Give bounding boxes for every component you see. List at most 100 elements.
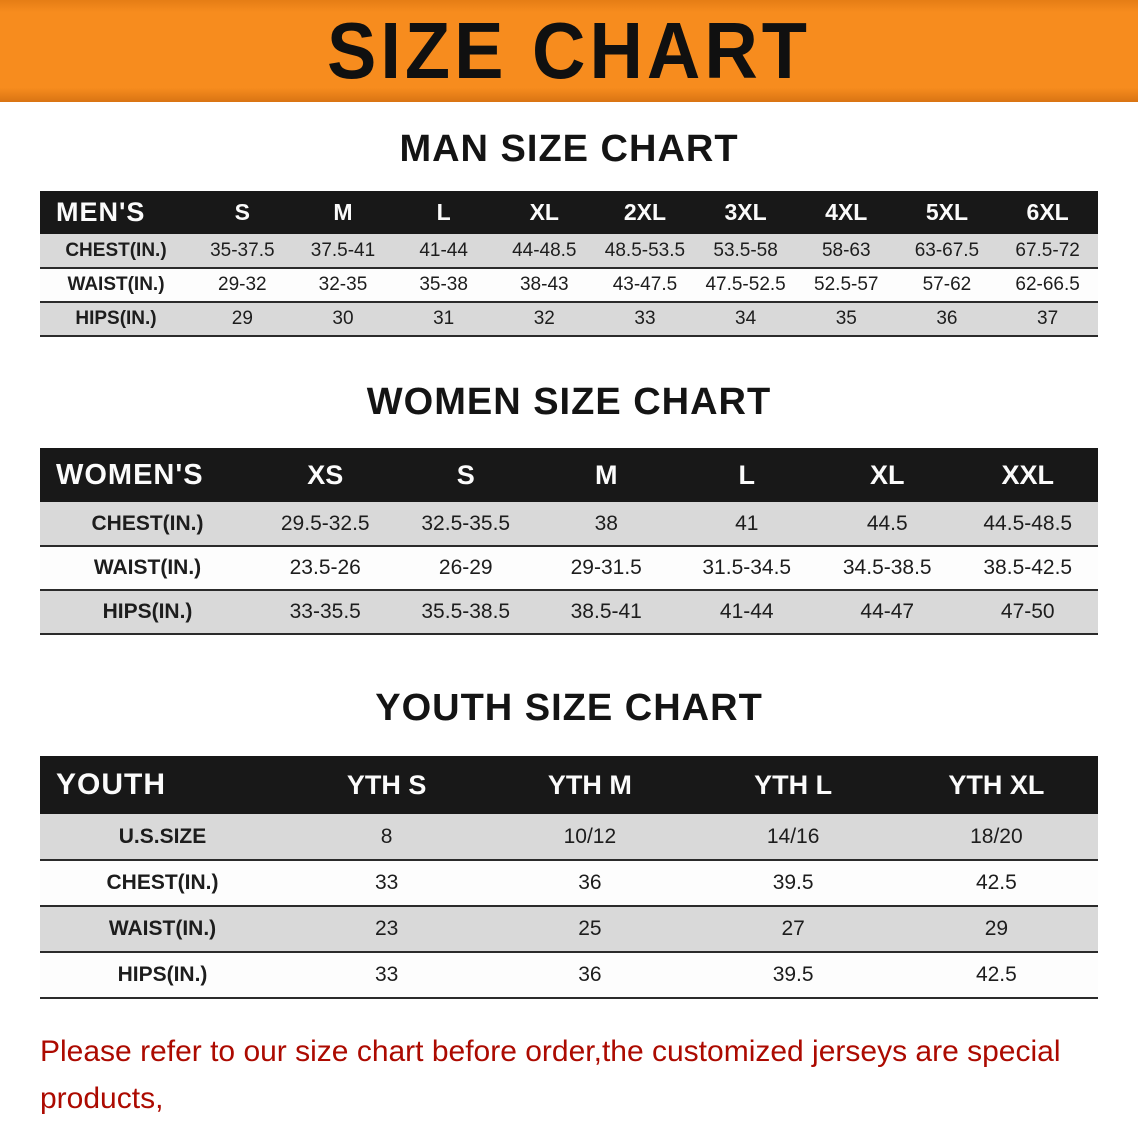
women-size-table: WOMEN'S XS S M L XL XXL CHEST(IN.) 29.5-32.5 32.5… <box>40 448 1098 635</box>
table-header-row: YOUTH YTH S YTH M YTH L YTH XL <box>40 756 1098 814</box>
column-header: YTH L <box>691 756 895 814</box>
cell-value: 33 <box>285 952 489 999</box>
men-size-table: MEN'S S M L XL 2XL 3XL 4XL 5XL 6XL CHEST(IN.) 35-37… <box>40 191 1098 337</box>
table-corner-label: WOMEN'S <box>40 448 255 502</box>
column-header: YTH XL <box>894 756 1098 814</box>
cell-value: 23 <box>285 906 489 953</box>
section-heading-men: MAN SIZE CHART <box>399 128 739 170</box>
table-row: WAIST(IN.) 23 25 27 29 <box>40 906 1098 953</box>
cell-value: 27 <box>691 906 895 953</box>
cell-value: 67.5-72 <box>997 234 1098 269</box>
column-header: 2XL <box>594 191 696 234</box>
section-heading-women: WOMEN SIZE CHART <box>366 381 772 423</box>
row-label: WAIST(IN.) <box>40 268 192 303</box>
column-header: XXL <box>957 448 1098 502</box>
row-label: CHEST(IN.) <box>40 234 192 269</box>
cell-value: 14/16 <box>691 814 895 861</box>
row-label: HIPS(IN.) <box>40 590 255 635</box>
column-header: L <box>676 448 817 502</box>
cell-value: 33 <box>594 302 696 337</box>
table-corner-label: MEN'S <box>40 191 192 234</box>
cell-value: 10/12 <box>488 814 692 861</box>
column-header: 3XL <box>695 191 796 234</box>
column-header: YTH S <box>285 756 489 814</box>
table-header-row: MEN'S S M L XL 2XL 3XL 4XL 5XL 6XL <box>40 191 1098 234</box>
cell-value: 41-44 <box>676 590 817 635</box>
disclaimer-line-2: we don't accept cancel, change, teturn o… <box>40 1122 1098 1132</box>
row-label: WAIST(IN.) <box>40 546 255 591</box>
table-row: CHEST(IN.) 33 36 39.5 42.5 <box>40 860 1098 907</box>
cell-value: 43-47.5 <box>594 268 696 303</box>
table-row: U.S.SIZE 8 10/12 14/16 18/20 <box>40 814 1098 861</box>
cell-value: 42.5 <box>894 860 1098 907</box>
cell-value: 44.5 <box>817 502 958 547</box>
column-header: 4XL <box>795 191 897 234</box>
cell-value: 38-43 <box>493 268 595 303</box>
cell-value: 41 <box>676 502 817 547</box>
cell-value: 35.5-38.5 <box>395 590 536 635</box>
table-row: CHEST(IN.) 35-37.5 37.5-41 41-44 44-48.5 48.5… <box>40 234 1098 269</box>
section-heading-youth: YOUTH SIZE CHART <box>375 687 763 729</box>
cell-value: 57-62 <box>896 268 998 303</box>
table-row: HIPS(IN.) 33 36 39.5 42.5 <box>40 952 1098 999</box>
row-label: CHEST(IN.) <box>40 502 255 547</box>
cell-value: 58-63 <box>795 234 897 269</box>
cell-value: 62-66.5 <box>997 268 1098 303</box>
table-row: HIPS(IN.) 29 30 31 32 33 34 35 36 37 <box>40 302 1098 337</box>
cell-value: 26-29 <box>395 546 536 591</box>
column-header: XS <box>255 448 396 502</box>
disclaimer: Please refer to our size chart before or… <box>40 1029 1098 1132</box>
cell-value: 29-32 <box>192 268 293 303</box>
table-row: WAIST(IN.) 23.5-26 26-29 29-31.5 31.5-34.5 34… <box>40 546 1098 591</box>
column-header: M <box>536 448 677 502</box>
row-label: HIPS(IN.) <box>40 952 285 999</box>
cell-value: 53.5-58 <box>695 234 796 269</box>
cell-value: 32.5-35.5 <box>395 502 536 547</box>
cell-value: 29.5-32.5 <box>255 502 396 547</box>
cell-value: 31.5-34.5 <box>676 546 817 591</box>
cell-value: 18/20 <box>894 814 1098 861</box>
row-label: U.S.SIZE <box>40 814 285 861</box>
column-header: XL <box>493 191 595 234</box>
disclaimer-line-1: Please refer to our size chart before or… <box>40 1035 1061 1115</box>
cell-value: 39.5 <box>691 952 895 999</box>
cell-value: 29 <box>192 302 293 337</box>
column-header: YTH M <box>488 756 692 814</box>
youth-size-table: YOUTH YTH S YTH M YTH L YTH XL U.S.SIZE 8 10/12… <box>40 756 1098 999</box>
cell-value: 32 <box>493 302 595 337</box>
cell-value: 37 <box>997 302 1098 337</box>
cell-value: 44-47 <box>817 590 958 635</box>
cell-value: 25 <box>488 906 692 953</box>
cell-value: 38.5-41 <box>536 590 677 635</box>
cell-value: 35-37.5 <box>192 234 293 269</box>
column-header: XL <box>817 448 958 502</box>
cell-value: 29-31.5 <box>536 546 677 591</box>
row-label: CHEST(IN.) <box>40 860 285 907</box>
cell-value: 33 <box>285 860 489 907</box>
cell-value: 39.5 <box>691 860 895 907</box>
cell-value: 35 <box>795 302 897 337</box>
cell-value: 36 <box>488 952 692 999</box>
cell-value: 34 <box>695 302 796 337</box>
row-label: WAIST(IN.) <box>40 906 285 953</box>
cell-value: 23.5-26 <box>255 546 396 591</box>
cell-value: 47.5-52.5 <box>695 268 796 303</box>
cell-value: 35-38 <box>393 268 494 303</box>
cell-value: 38.5-42.5 <box>957 546 1098 591</box>
cell-value: 31 <box>393 302 494 337</box>
banner: SIZE CHART <box>0 0 1138 102</box>
column-header: S <box>395 448 536 502</box>
cell-value: 38 <box>536 502 677 547</box>
cell-value: 29 <box>894 906 1098 953</box>
cell-value: 32-35 <box>292 268 394 303</box>
cell-value: 34.5-38.5 <box>817 546 958 591</box>
column-header: M <box>292 191 394 234</box>
cell-value: 8 <box>285 814 489 861</box>
table-corner-label: YOUTH <box>40 756 285 814</box>
cell-value: 52.5-57 <box>795 268 897 303</box>
cell-value: 48.5-53.5 <box>594 234 696 269</box>
column-header: 5XL <box>896 191 998 234</box>
row-label: HIPS(IN.) <box>40 302 192 337</box>
table-row: CHEST(IN.) 29.5-32.5 32.5-35.5 38 41 44.5 44.5… <box>40 502 1098 547</box>
table-row: WAIST(IN.) 29-32 32-35 35-38 38-43 43-47.5 47.… <box>40 268 1098 303</box>
